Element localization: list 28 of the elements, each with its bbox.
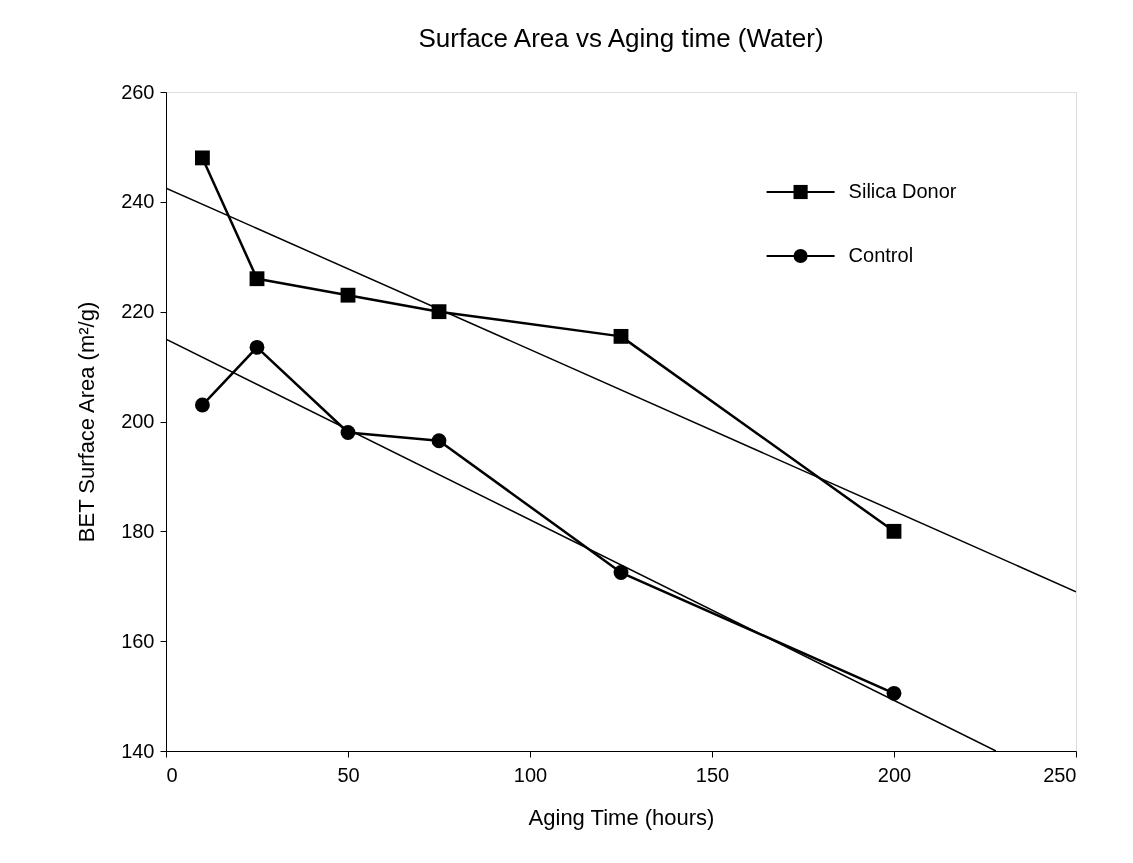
point bbox=[886, 685, 902, 701]
point bbox=[886, 523, 902, 539]
point bbox=[194, 397, 210, 413]
point bbox=[249, 271, 265, 287]
x-tick-label: 50 bbox=[337, 763, 360, 786]
y-tick-label: 160 bbox=[121, 629, 155, 652]
point bbox=[194, 150, 210, 166]
x-tick-label: 0 bbox=[166, 763, 178, 786]
x-tick-label: 250 bbox=[1043, 763, 1077, 786]
legend-label: Control bbox=[848, 244, 914, 266]
y-tick-label: 200 bbox=[121, 410, 155, 432]
x-axis-title: Aging Time (hours) bbox=[528, 804, 715, 830]
x-tick-label: 150 bbox=[695, 763, 730, 786]
y-axis-title: BET Surface Area (m²/g) bbox=[74, 301, 100, 543]
x-tick-label: 200 bbox=[877, 763, 912, 786]
y-tick-label: 140 bbox=[121, 739, 155, 762]
y-tick-label: 260 bbox=[121, 80, 155, 103]
point bbox=[340, 287, 356, 303]
y-tick-label: 220 bbox=[121, 300, 155, 323]
point bbox=[613, 565, 629, 580]
y-tick-label: 240 bbox=[121, 190, 155, 213]
y-tick-label: 180 bbox=[121, 519, 155, 542]
point bbox=[431, 433, 447, 449]
point bbox=[249, 339, 265, 355]
x-tick-label: 100 bbox=[513, 763, 548, 786]
point bbox=[613, 328, 629, 344]
legend-label: Silica Donor bbox=[848, 180, 957, 202]
chart-title: Surface Area vs Aging time (Water) bbox=[418, 23, 824, 53]
